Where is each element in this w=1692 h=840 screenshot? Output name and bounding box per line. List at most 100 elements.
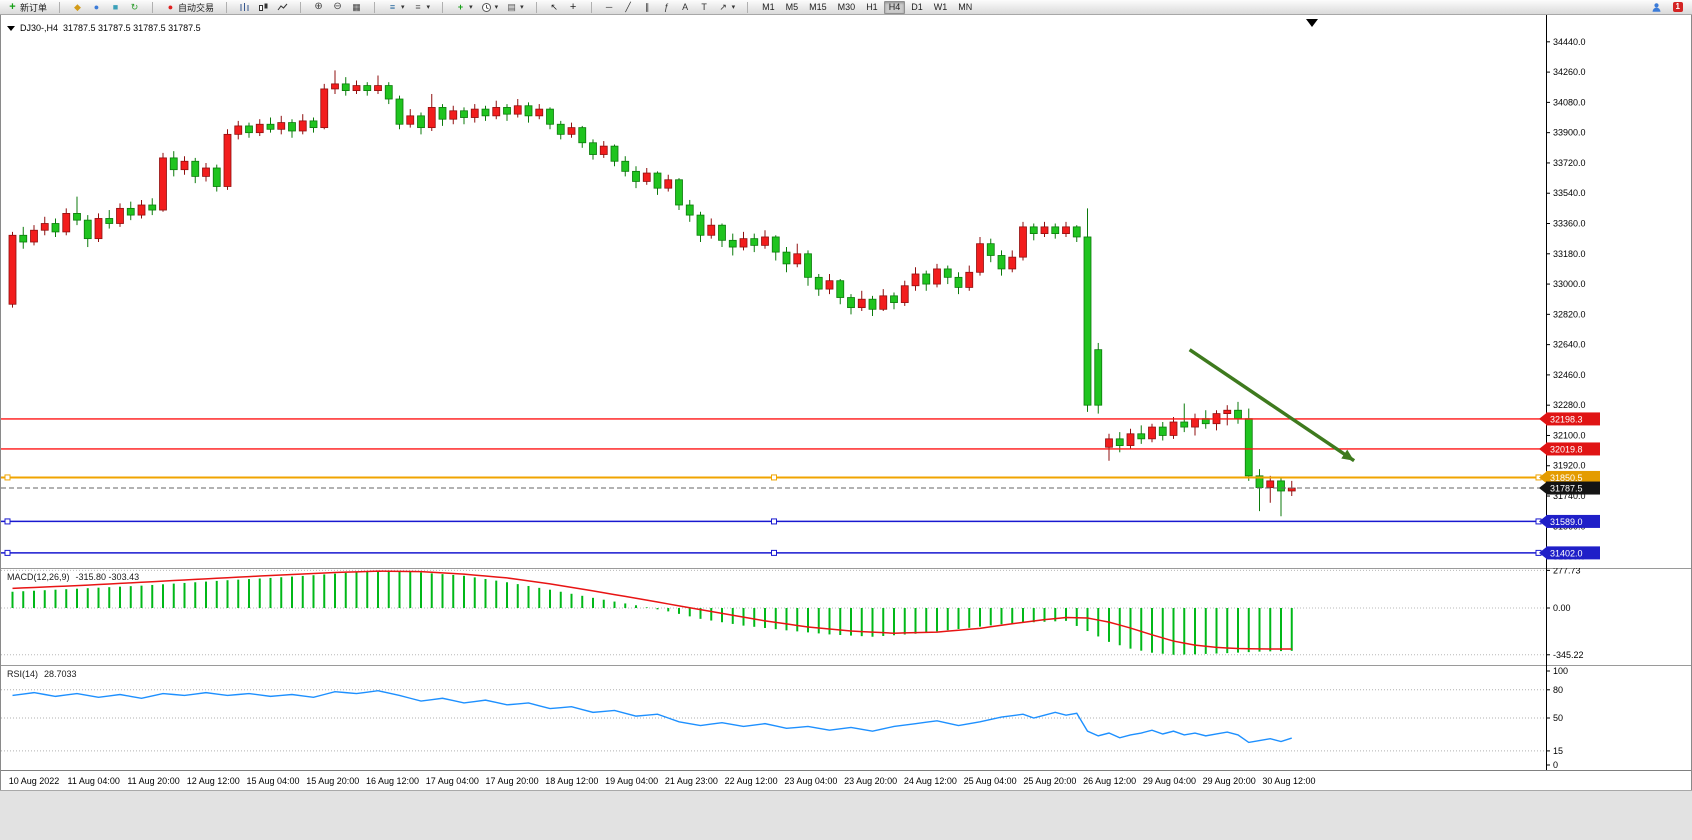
rsi-tick-label: 80	[1553, 685, 1563, 695]
trend-arrow[interactable]	[1188, 348, 1356, 463]
tile-windows-button[interactable]: ▦	[348, 1, 365, 14]
candlestick-chart-icon	[258, 2, 269, 13]
line-handle[interactable]	[4, 474, 11, 481]
candle-body	[535, 108, 544, 117]
trendline-button[interactable]: ╱	[620, 1, 637, 14]
status-bar	[0, 790, 1692, 840]
line-chart-button[interactable]	[274, 1, 291, 14]
auto-trading-label: 自动交易	[178, 2, 215, 13]
macd-values: -315.80 -303.43	[75, 572, 140, 582]
chart-window: 34440.0 34260.0 34080.0 33900.0 33720.0 33540…	[0, 15, 1692, 790]
indicators-icon: ≡	[389, 1, 396, 12]
timeframe-button-m1[interactable]: M1	[762, 2, 775, 12]
line-handle[interactable]	[4, 549, 11, 556]
alerts-button[interactable]: 1	[1670, 1, 1686, 14]
price-chart[interactable]: 34440.0 34260.0 34080.0 33900.0 33720.0 33540…	[1, 15, 1691, 568]
channel-button[interactable]: ∥	[639, 1, 656, 14]
candle-body	[159, 157, 167, 211]
chevron-down-icon: ▾	[426, 4, 431, 11]
rsi-panel[interactable]: 100 80 50 15 0	[1, 665, 1691, 770]
line-handle[interactable]	[771, 549, 777, 556]
community-button[interactable]: ●	[88, 1, 105, 14]
price-tag-arrow	[1539, 471, 1546, 483]
line-handle[interactable]	[4, 518, 11, 525]
candle-body	[675, 179, 683, 206]
chart-shift-marker-icon[interactable]	[1306, 19, 1318, 27]
bar-chart-icon	[239, 2, 250, 13]
time-axis-label: 21 Aug 23:00	[664, 776, 718, 786]
price-tick-label: 33540.0	[1553, 188, 1586, 198]
arrows-button[interactable]: ↗ ▾	[715, 1, 739, 14]
support-button[interactable]	[1648, 1, 1665, 14]
candle-body	[309, 120, 318, 129]
indicators-button[interactable]: ≡ ▾	[384, 1, 408, 14]
price-tag-label: 31850.5	[1550, 473, 1583, 483]
candle-body	[492, 107, 501, 117]
candle-body	[1137, 433, 1146, 440]
crosshair-button[interactable]: +	[565, 1, 582, 14]
candle-body	[825, 280, 834, 290]
chevron-down-icon: ▾	[731, 4, 736, 11]
timeframe-button-h1[interactable]: H1	[866, 2, 878, 12]
time-axis-label: 10 Aug 2022	[8, 776, 60, 786]
timeframe-button-d1[interactable]: D1	[911, 2, 923, 12]
price-tag-arrow	[1539, 482, 1546, 494]
candle-body	[288, 122, 296, 132]
time-axis-label: 23 Aug 20:00	[844, 776, 898, 786]
time-axis-label: 25 Aug 04:00	[963, 776, 1017, 786]
time-axis-label: 25 Aug 20:00	[1023, 776, 1077, 786]
templates-button[interactable]: ▤ ▾	[503, 1, 527, 14]
price-tick-label: 32280.0	[1553, 400, 1586, 410]
time-axis-label: 30 Aug 12:00	[1262, 776, 1316, 786]
candle-body	[642, 172, 651, 182]
candlestick-chart-button[interactable]	[255, 1, 272, 14]
symbol-dropdown-icon[interactable]	[7, 25, 15, 31]
zoom-in-button[interactable]: ⊕	[310, 1, 327, 14]
cursor-button[interactable]: ↖	[546, 1, 563, 14]
timeframe-button-m5[interactable]: M5	[785, 2, 799, 12]
timeframe-button-m15[interactable]: M15	[809, 2, 827, 12]
timeframe-button-h4[interactable]: H4	[883, 0, 906, 14]
macd-name: MACD(12,26,9)	[7, 572, 70, 582]
periods-button[interactable]: ▾	[478, 1, 502, 14]
objects-list-button[interactable]: ≡ ▾	[410, 1, 434, 14]
trend-arrow-head	[1341, 449, 1355, 461]
timeframe-button-w1[interactable]: W1	[933, 2, 948, 12]
new-order-button[interactable]: + 新订单	[4, 1, 50, 14]
bar-chart-button[interactable]	[236, 1, 253, 14]
rsi-tick-label: 50	[1553, 713, 1563, 723]
text-label-button[interactable]: T	[696, 1, 713, 14]
price-tick-label: 33000.0	[1553, 279, 1586, 289]
text-button[interactable]: A	[677, 1, 694, 14]
price-tag-label: 32019.8	[1550, 444, 1583, 454]
zoom-out-icon: ⊖	[333, 1, 342, 12]
candle-body	[83, 219, 92, 240]
candle-body	[599, 145, 608, 155]
new-chart-button[interactable]: + ▾	[452, 1, 476, 14]
timeframe-button-m30[interactable]: M30	[837, 2, 856, 12]
market-button[interactable]: ■	[107, 1, 124, 14]
time-axis-label: 24 Aug 12:00	[903, 776, 957, 786]
timeframe-button-mn[interactable]: MN	[958, 2, 973, 12]
candle-body	[1180, 421, 1189, 428]
macd-panel[interactable]: 277.73 0.00 -345.22	[1, 568, 1691, 665]
candle-body	[814, 276, 823, 290]
time-axis-label: 15 Aug 04:00	[246, 776, 300, 786]
signals-button[interactable]: ◆	[69, 1, 86, 14]
zoom-out-button[interactable]: ⊖	[329, 1, 346, 14]
candle-body	[718, 224, 726, 241]
candle-body	[169, 157, 178, 171]
price-tick-label: 32100.0	[1553, 430, 1586, 440]
candle-body	[298, 120, 307, 132]
horizontal-line-button[interactable]: ─	[601, 1, 618, 14]
candle-body	[384, 85, 393, 100]
auto-trading-button[interactable]: ● 自动交易	[162, 1, 217, 14]
price-tag-label: 31787.5	[1550, 484, 1583, 494]
line-handle[interactable]	[771, 518, 777, 525]
time-axis[interactable]: 10 Aug 2022 11 Aug 04:00 11 Aug 20:00 12 Au…	[1, 770, 1691, 790]
line-handle[interactable]	[771, 474, 777, 481]
refresh-button[interactable]: ↻	[126, 1, 143, 14]
candle-body	[1158, 426, 1167, 436]
candle-body	[1169, 421, 1178, 436]
fibonacci-button[interactable]: ƒ	[658, 1, 675, 14]
